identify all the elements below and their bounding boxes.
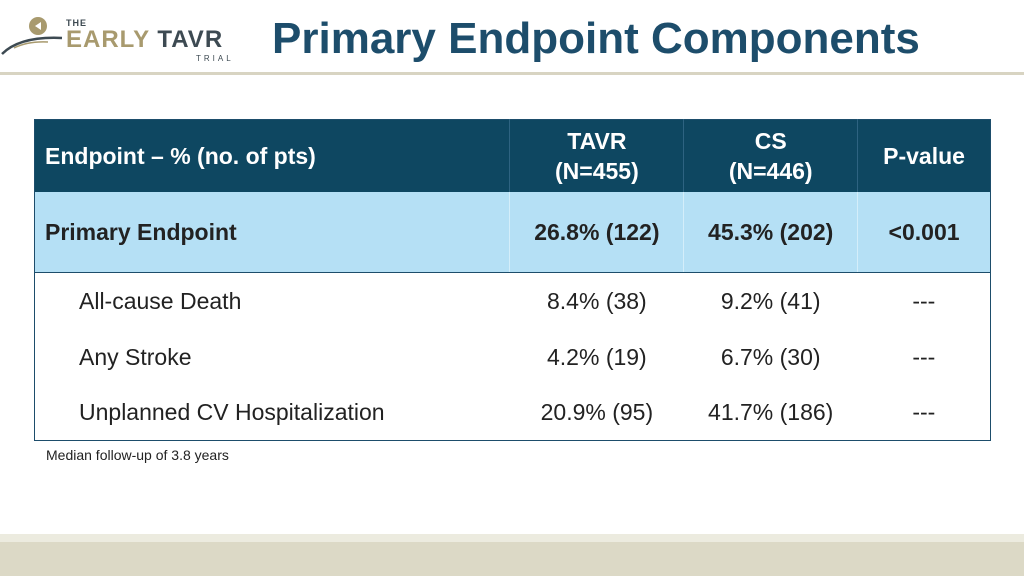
row-label: Primary Endpoint	[34, 192, 511, 273]
table-header-row: Endpoint – % (no. of pts) TAVR (N=455) C…	[34, 119, 991, 192]
table-row: Unplanned CV Hospitalization 20.9% (95) …	[34, 384, 991, 440]
header-cs-n: (N=446)	[728, 158, 813, 184]
header-tavr-name: TAVR	[567, 128, 627, 154]
row-cs-value: 45.3% (202)	[683, 192, 859, 273]
page-title: Primary Endpoint Components	[272, 14, 920, 63]
header-tavr-n: (N=455)	[555, 158, 639, 184]
row-pvalue: ---	[857, 272, 991, 330]
header-endpoint: Endpoint – % (no. of pts)	[34, 119, 511, 192]
row-tavr-value: 20.9% (95)	[509, 384, 684, 440]
row-pvalue: <0.001	[857, 192, 991, 273]
row-label: All-cause Death	[34, 272, 510, 330]
table-row: Any Stroke 4.2% (19) 6.7% (30) ---	[34, 329, 991, 385]
row-pvalue: ---	[857, 384, 991, 440]
row-cs-value: 41.7% (186)	[683, 384, 858, 440]
row-tavr-value: 8.4% (38)	[509, 272, 684, 330]
logo-swoosh-icon	[1, 17, 63, 55]
header-pvalue: P-value	[857, 119, 991, 192]
primary-endpoint-row: Primary Endpoint 26.8% (122) 45.3% (202)…	[34, 192, 991, 273]
logo-the: THE	[66, 18, 87, 28]
row-cs-value: 9.2% (41)	[683, 272, 858, 330]
footer-band-light	[0, 534, 1024, 542]
endpoint-table: Endpoint – % (no. of pts) TAVR (N=455) C…	[34, 119, 991, 441]
logo-trial: TRIAL	[196, 54, 234, 63]
row-label: Unplanned CV Hospitalization	[34, 384, 510, 440]
table-row: All-cause Death 8.4% (38) 9.2% (41) ---	[34, 272, 991, 330]
title-divider	[0, 72, 1024, 75]
footnote: Median follow-up of 3.8 years	[46, 447, 229, 463]
header-cs-name: CS	[754, 128, 787, 154]
header-cs: CS (N=446)	[683, 119, 859, 192]
row-tavr-value: 26.8% (122)	[509, 192, 685, 273]
row-pvalue: ---	[857, 329, 991, 385]
header-tavr: TAVR (N=455)	[509, 119, 685, 192]
trial-logo: THE EARLY TAVR TRIAL	[0, 10, 250, 66]
row-label: Any Stroke	[34, 329, 510, 385]
row-tavr-value: 4.2% (19)	[509, 329, 684, 385]
logo-tavr: TAVR	[157, 26, 224, 53]
footer-band	[0, 542, 1024, 576]
logo-wordmark: EARLY TAVR	[66, 26, 223, 54]
logo-early: EARLY	[66, 26, 150, 53]
row-cs-value: 6.7% (30)	[683, 329, 858, 385]
